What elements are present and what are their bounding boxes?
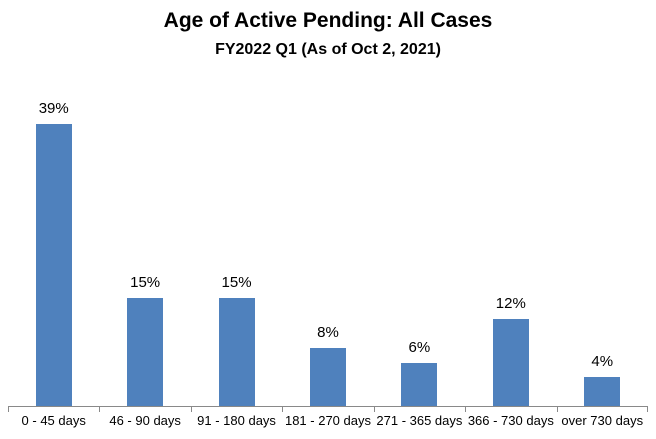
x-axis-category-label: 366 - 730 days bbox=[467, 413, 554, 428]
bar bbox=[35, 124, 72, 406]
x-axis-tick bbox=[373, 406, 375, 412]
x-axis-line bbox=[8, 406, 648, 407]
x-axis-category-row: 0 - 45 days 46 - 90 days 91 - 180 days 181 … bbox=[8, 413, 648, 428]
bar-slot: 15% bbox=[191, 88, 282, 406]
x-axis-category-label: 271 - 365 days bbox=[376, 413, 463, 428]
bar-value-label: 39% bbox=[38, 100, 69, 117]
bar-value-label: 15% bbox=[130, 274, 161, 291]
chart-title: Age of Active Pending: All Cases bbox=[163, 9, 493, 32]
bar-slot: 4% bbox=[557, 88, 648, 406]
x-axis-tick bbox=[282, 406, 284, 412]
bar-slot: 6% bbox=[374, 88, 465, 406]
bar bbox=[309, 348, 346, 406]
bar-value-label: 12% bbox=[495, 295, 526, 312]
x-axis-category-label: over 730 days bbox=[561, 413, 644, 428]
x-axis-tick bbox=[99, 406, 101, 412]
bar-value-label: 15% bbox=[221, 274, 252, 291]
x-axis-category-label: 46 - 90 days bbox=[109, 413, 181, 428]
chart-subtitle: FY2022 Q1 (As of Oct 2, 2021) bbox=[215, 41, 441, 58]
bar bbox=[584, 377, 621, 406]
x-axis-tick bbox=[556, 406, 558, 412]
bar bbox=[492, 319, 529, 406]
bar-value-label: 6% bbox=[408, 339, 431, 356]
x-axis-tick bbox=[190, 406, 192, 412]
x-axis-category-label: 91 - 180 days bbox=[197, 413, 276, 428]
x-axis-tick bbox=[465, 406, 467, 412]
bar-value-label: 4% bbox=[591, 353, 614, 370]
bar-slot: 8% bbox=[282, 88, 373, 406]
bars-row: 39% 15% 15% 8% 6% 12% 4% bbox=[8, 88, 648, 406]
bar bbox=[401, 363, 438, 406]
x-axis-category-label: 181 - 270 days bbox=[284, 413, 371, 428]
bar-slot: 15% bbox=[99, 88, 190, 406]
bar bbox=[127, 298, 164, 406]
bar-value-label: 8% bbox=[317, 324, 339, 341]
x-axis-category-label: 0 - 45 days bbox=[21, 413, 86, 428]
bar bbox=[218, 298, 255, 406]
x-axis-tick bbox=[8, 406, 9, 412]
bar-slot: 12% bbox=[465, 88, 556, 406]
bar-slot: 39% bbox=[8, 88, 99, 406]
plot-area: 39% 15% 15% 8% 6% 12% 4% bbox=[8, 88, 648, 412]
x-axis-tick bbox=[647, 406, 648, 412]
